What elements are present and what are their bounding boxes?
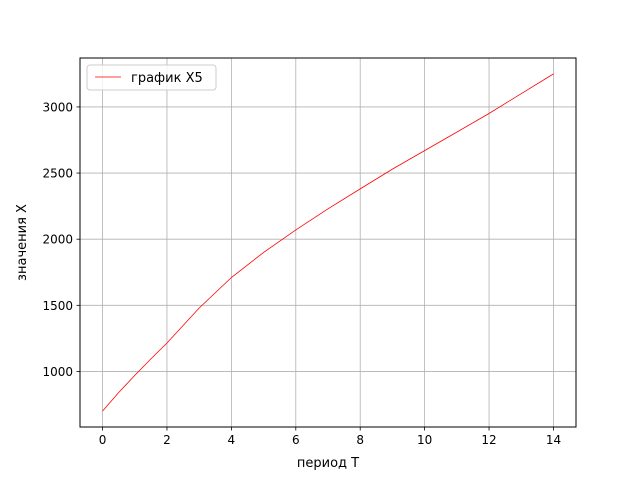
x-tick-label: 2 — [163, 433, 171, 447]
x-tick-label: 8 — [356, 433, 364, 447]
x-tick-label: 14 — [546, 433, 561, 447]
x-tick-label: 4 — [228, 433, 236, 447]
y-axis-label: значения X — [15, 204, 30, 281]
y-tick-label: 2000 — [42, 233, 73, 247]
x-axis-label: период T — [297, 456, 359, 471]
x-ticks: 0 2 4 6 8 10 12 14 — [99, 427, 561, 447]
x-tick-label: 12 — [481, 433, 496, 447]
legend-label: график X5 — [131, 71, 203, 86]
y-ticks: 1000 1500 2000 2500 3000 — [42, 100, 80, 379]
y-tick-label: 3000 — [42, 100, 73, 114]
y-tick-label: 1000 — [42, 365, 73, 379]
y-tick-label: 2500 — [42, 167, 73, 181]
x-tick-label: 10 — [417, 433, 432, 447]
legend-box — [86, 64, 217, 91]
x-tick-label: 0 — [99, 433, 107, 447]
series-layer — [102, 73, 554, 412]
series-line — [102, 73, 554, 412]
grid-lines — [80, 58, 576, 427]
x-tick-label: 6 — [292, 433, 300, 447]
y-tick-label: 1500 — [42, 299, 73, 313]
legend: график X5 — [86, 64, 217, 91]
axes-frame — [79, 57, 577, 428]
